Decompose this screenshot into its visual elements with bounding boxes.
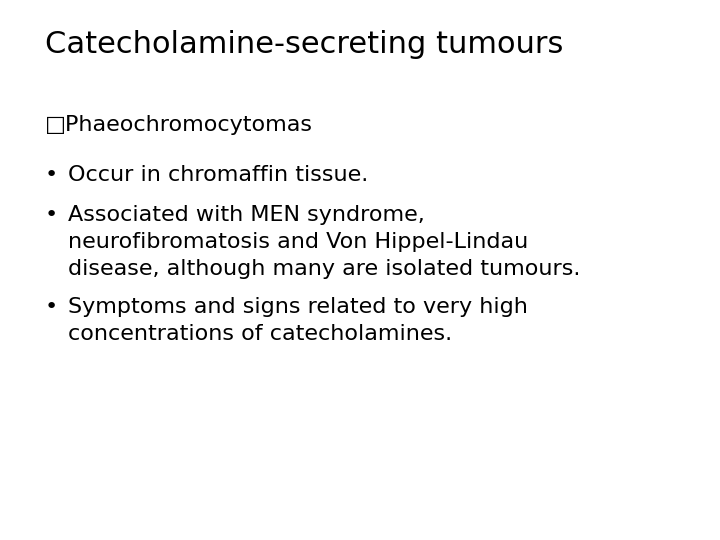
Text: Associated with MEN syndrome,
neurofibromatosis and Von Hippel-Lindau
disease, a: Associated with MEN syndrome, neurofibro…	[68, 205, 580, 279]
Text: •: •	[45, 205, 58, 225]
Text: □Phaeochromocytomas: □Phaeochromocytomas	[45, 115, 313, 135]
Text: Symptoms and signs related to very high
concentrations of catecholamines.: Symptoms and signs related to very high …	[68, 297, 528, 344]
Text: Occur in chromaffin tissue.: Occur in chromaffin tissue.	[68, 165, 368, 185]
Text: •: •	[45, 297, 58, 317]
Text: Catecholamine-secreting tumours: Catecholamine-secreting tumours	[45, 30, 563, 59]
Text: •: •	[45, 165, 58, 185]
